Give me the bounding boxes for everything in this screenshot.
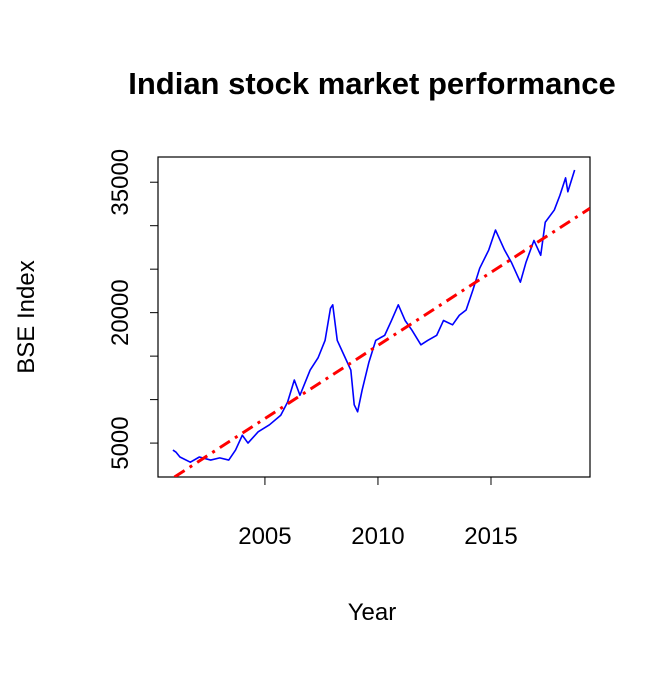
plot-box — [157, 156, 591, 478]
x-tick-label: 2005 — [238, 523, 291, 550]
y-tick-label: 5000 — [107, 416, 134, 469]
x-axis-label: Year — [348, 599, 397, 626]
y-axis-label: BSE Index — [13, 260, 40, 373]
x-tick-label: 2010 — [351, 523, 404, 550]
y-tick-label: 35000 — [107, 149, 134, 216]
x-tick-label: 2015 — [464, 523, 517, 550]
y-tick-label: 20000 — [107, 279, 134, 346]
chart-title: Indian stock market performance — [128, 66, 616, 101]
data-line — [172, 169, 576, 464]
trend-line — [173, 207, 590, 477]
